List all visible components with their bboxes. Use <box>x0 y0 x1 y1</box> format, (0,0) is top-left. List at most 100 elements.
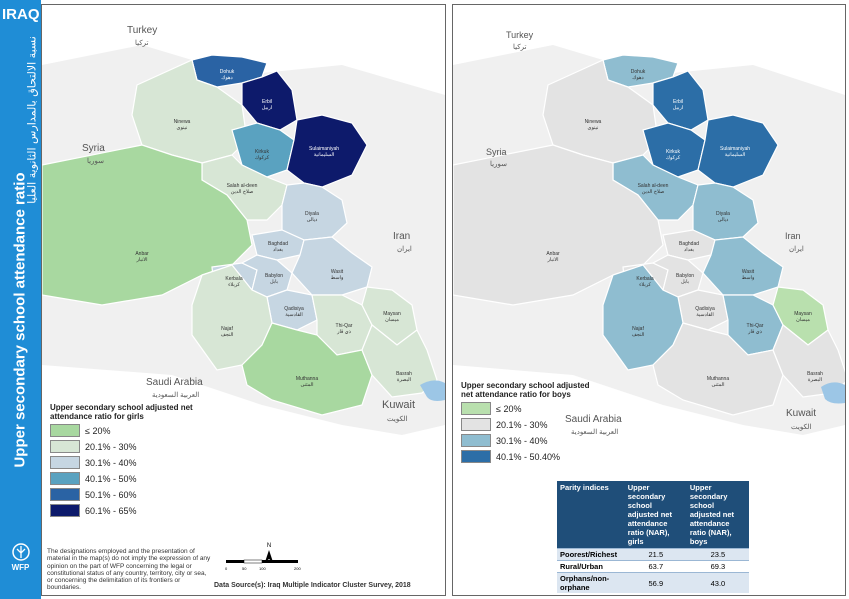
governorate-label-arabic: اربيل <box>262 105 273 111</box>
governorate-wasit <box>702 236 784 296</box>
governorate-label-arabic: نينوى <box>177 125 188 131</box>
governorate-label: Wasit <box>742 269 755 275</box>
governorate-label: Sulaimaniyah <box>309 146 339 152</box>
north-arrow: N <box>264 543 274 567</box>
table-row: Rural/Urban 63.7 69.3 <box>557 560 749 573</box>
governorate-label: Sulaimaniyah <box>720 146 750 152</box>
governorate-label-arabic: بابل <box>270 279 278 285</box>
country-turkey: Turkey <box>127 25 157 36</box>
governorate-label: Ninewa <box>585 119 602 125</box>
table-header: Upper secondary school adjusted net atte… <box>686 481 749 549</box>
parity-table: Parity indices Upper secondary school ad… <box>557 481 749 593</box>
governorate-label: Babylon <box>265 273 283 279</box>
governorate-label: Muthanna <box>296 376 318 382</box>
table-cell: Poorest/Richest <box>557 548 625 561</box>
governorate-label-arabic: النجف <box>221 332 234 338</box>
governorate-label: Kerbala <box>225 276 242 282</box>
north-arrow-icon <box>265 550 273 562</box>
governorate-label: Kirkuk <box>666 149 680 155</box>
governorate-label: Maysan <box>794 311 812 317</box>
legend-swatch <box>461 450 491 463</box>
governorate-label-arabic: القادسية <box>696 312 714 318</box>
country-turkey-ar: تركيا <box>513 43 526 51</box>
sidebar-arabic-wrap: نسبة الالتحاق بالمدارس الثانوية العليا <box>0 36 41 540</box>
legend-boys-title: Upper secondary school adjusted net atte… <box>461 381 590 399</box>
governorate-label-arabic: كربلاء <box>639 282 651 288</box>
scale-bar: 0 50 100 200 <box>224 558 304 572</box>
scale-label: 50 <box>242 566 247 571</box>
governorate-label-arabic: السليمانية <box>725 152 746 158</box>
legend-girls-item: 60.1% - 65% <box>50 504 200 517</box>
country-kuwait: Kuwait <box>786 408 816 419</box>
governorate-label-arabic: ذي قار <box>336 329 351 335</box>
legend-girls-title: Upper secondary school adjusted net atte… <box>50 403 193 421</box>
governorate-label: Qadisiya <box>695 306 715 312</box>
gulf-water <box>821 382 845 404</box>
governorate-anbar <box>42 144 253 306</box>
governorate-label: Erbil <box>262 99 272 105</box>
legend-label: 30.1% - 40% <box>85 457 137 468</box>
governorates-boys <box>453 54 845 416</box>
scale-label: 0 <box>225 566 228 571</box>
governorate-diyala <box>692 182 759 241</box>
table-cell: 43.0 <box>686 572 749 593</box>
governorate-label: Anbar <box>546 251 560 257</box>
governorate-label-arabic: النجف <box>632 332 645 338</box>
legend-swatch <box>50 440 80 453</box>
governorate-label: Maysan <box>383 311 401 317</box>
country-iran: Iran <box>785 231 801 241</box>
governorate-label-arabic: صلاح الدين <box>231 189 254 195</box>
legend-swatch <box>50 456 80 469</box>
governorate-label-arabic: بغداد <box>684 247 694 253</box>
table-row: Poorest/Richest 21.5 23.5 <box>557 548 749 561</box>
governorate-label-arabic: دهوك <box>221 75 233 81</box>
governorate-label: Thi-Qar <box>336 323 353 329</box>
data-source: Data Source(s): Iraq Multiple Indicator … <box>214 582 411 589</box>
governorate-label-arabic: واسط <box>742 275 755 281</box>
governorate-wasit <box>291 236 373 296</box>
governorate-label-arabic: الانبار <box>546 257 558 263</box>
governorate-label-arabic: كركوك <box>255 155 270 161</box>
legend-label: 40.1% - 50.40% <box>496 451 561 462</box>
table-cell: 23.5 <box>686 548 749 561</box>
country-saudi: Saudi Arabia <box>146 377 203 388</box>
governorate-label-arabic: القادسية <box>285 312 303 318</box>
country-turkey-ar: تركيا <box>135 39 148 47</box>
country-saudi: Saudi Arabia <box>565 414 622 425</box>
country-syria: Syria <box>486 147 507 157</box>
legend-boys: Upper secondary school adjusted net atte… <box>461 381 601 463</box>
country-syria-ar: سوريا <box>87 157 104 165</box>
governorate-label: Salah al-deen <box>227 183 258 189</box>
governorate-label-arabic: المثنى <box>301 382 314 388</box>
governorate-label-arabic: الانبار <box>135 257 147 263</box>
country-iran: Iran <box>393 231 410 242</box>
disclaimer: The designations employed and the presen… <box>47 548 211 592</box>
table-header-row: Parity indices Upper secondary school ad… <box>557 481 749 549</box>
governorate-label-arabic: البصرة <box>808 377 822 383</box>
governorate-label-arabic: دهوك <box>632 75 644 81</box>
governorate-label-arabic: صلاح الدين <box>642 189 665 195</box>
legend-label: ≤ 20% <box>496 403 522 414</box>
legend-swatch <box>50 424 80 437</box>
governorate-label: Kirkuk <box>255 149 269 155</box>
legend-swatch <box>50 472 80 485</box>
governorate-label-arabic: واسط <box>331 275 344 281</box>
legend-girls-item: 30.1% - 40% <box>50 456 200 469</box>
legend-swatch <box>50 504 80 517</box>
legend-boys-item: 30.1% - 40% <box>461 434 601 447</box>
governorate-label: Muthanna <box>707 376 729 382</box>
legend-label: 60.1% - 65% <box>85 505 137 516</box>
governorate-label-arabic: اربيل <box>673 105 684 111</box>
governorate-sulaimaniyah <box>697 114 779 188</box>
governorate-label-arabic: البصرة <box>397 377 411 383</box>
governorate-label-arabic: كركوك <box>666 155 681 161</box>
legend-boys-item: 20.1% - 30% <box>461 418 601 431</box>
legend-swatch <box>461 402 491 415</box>
table-row: Orphans/non-orphane 56.9 43.0 <box>557 572 749 593</box>
legend-boys-item: 40.1% - 50.40% <box>461 450 601 463</box>
map-panel-girls: Dohuk دهوك Erbil اربيل Ninewa نينوى Kirkuk كركو… <box>41 4 446 596</box>
governorates-girls <box>42 54 438 416</box>
governorate-label: Salah al-deen <box>638 183 669 189</box>
